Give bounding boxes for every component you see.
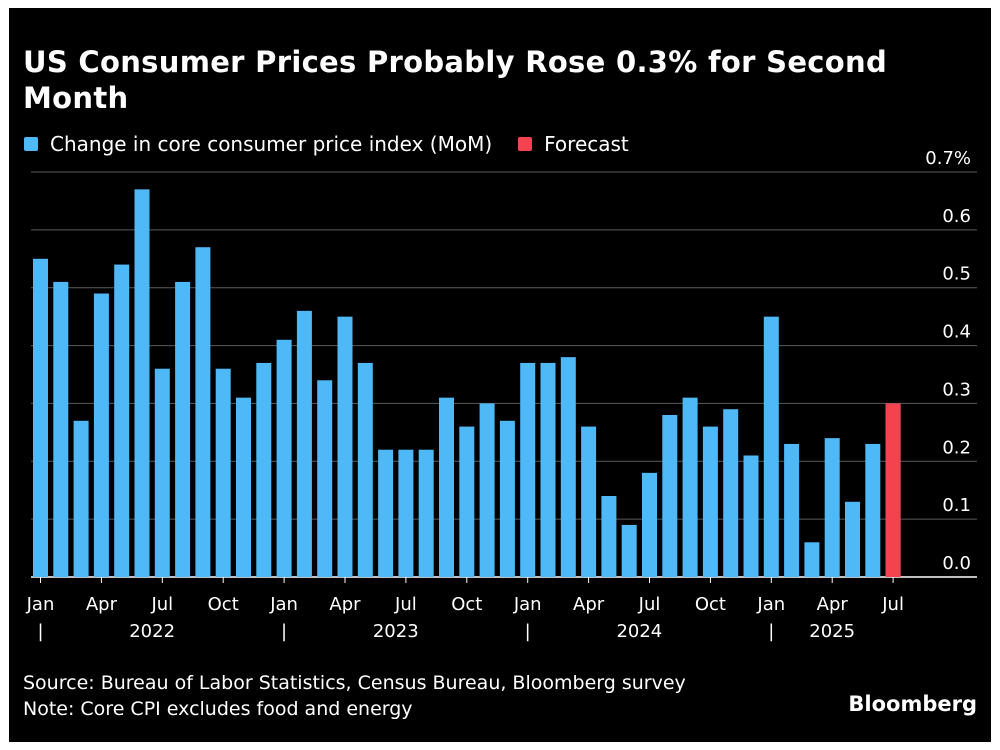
y-tick-label: 0.5 [942, 264, 971, 285]
bar-core-cpi [175, 281, 191, 577]
x-tick-label: Jul [638, 594, 661, 615]
bar-core-cpi [824, 438, 840, 577]
year-separator: | [281, 621, 287, 642]
bar-core-cpi [114, 264, 130, 577]
x-tick-label: Oct [451, 594, 482, 615]
bar-core-cpi [723, 409, 739, 577]
year-label: 2024 [616, 621, 662, 642]
bar-core-cpi [418, 449, 434, 577]
year-separator: | [768, 621, 774, 642]
bar-core-cpi [378, 449, 394, 577]
y-tick-label: 0.4 [942, 322, 971, 343]
footnote: Note: Core CPI excludes food and energy [23, 698, 413, 720]
y-tick-label: 0.3 [942, 379, 971, 400]
bar-core-cpi [215, 368, 231, 577]
bar-core-cpi [73, 420, 89, 577]
bar-core-cpi [276, 339, 292, 577]
x-tick-label: Apr [573, 594, 605, 615]
y-tick-label: 0.6 [942, 206, 971, 227]
bar-core-cpi [520, 362, 536, 577]
bar-core-cpi [256, 362, 272, 577]
x-tick-label: Jan [269, 594, 298, 615]
chart-footer: Source: Bureau of Labor Statistics, Cens… [23, 670, 686, 722]
bar-core-cpi [865, 443, 881, 577]
bloomberg-logo: Bloomberg [848, 692, 977, 716]
legend: Change in core consumer price index (MoM… [24, 132, 655, 156]
bar-core-cpi [581, 426, 597, 577]
bar-core-cpi [398, 449, 414, 577]
chart-title: US Consumer Prices Probably Rose 0.3% fo… [23, 45, 888, 115]
bar-core-cpi [33, 258, 48, 577]
bar-core-cpi [53, 281, 69, 577]
x-tick-label: Oct [695, 594, 726, 615]
x-tick-label: Apr [329, 594, 361, 615]
legend-item-core-cpi: Change in core consumer price index (MoM… [24, 132, 492, 156]
year-label: 2025 [809, 621, 855, 642]
bar-core-cpi [439, 397, 454, 577]
year-label: 2023 [373, 621, 419, 642]
bar-core-cpi [804, 542, 820, 577]
y-tick-label: 0.7% [925, 148, 971, 169]
bar-core-cpi [601, 496, 617, 577]
bar-core-cpi [540, 362, 556, 577]
bar-core-cpi [702, 426, 718, 577]
x-tick-label: Jan [26, 594, 55, 615]
x-tick-label: Jan [756, 594, 785, 615]
legend-swatch-forecast [518, 137, 533, 151]
bar-forecast [885, 403, 901, 577]
bar-core-cpi [236, 397, 251, 577]
x-tick-label: Apr [817, 594, 849, 615]
bar-core-cpi [743, 455, 759, 577]
bar-core-cpi [763, 316, 779, 577]
bar-core-cpi [134, 189, 150, 577]
bar-core-cpi [296, 310, 312, 577]
bar-core-cpi [621, 524, 637, 577]
legend-item-forecast: Forecast [518, 132, 629, 156]
x-tick-label: Jul [881, 594, 904, 615]
legend-label-core-cpi: Change in core consumer price index (MoM… [50, 132, 493, 156]
bar-core-cpi [357, 362, 373, 577]
year-label: 2022 [129, 621, 175, 642]
legend-swatch-core-cpi [24, 137, 38, 151]
bar-core-cpi [154, 368, 170, 577]
x-tick-label: Oct [208, 594, 239, 615]
y-tick-label: 0.0 [942, 553, 971, 574]
year-separator: | [37, 621, 43, 642]
bar-core-cpi [499, 420, 515, 577]
bar-core-cpi [459, 426, 475, 577]
bar-core-cpi [93, 293, 109, 577]
bar-core-cpi [784, 443, 800, 577]
x-tick-label: Jan [513, 594, 542, 615]
x-tick-label: Jul [150, 594, 173, 615]
bar-core-cpi [682, 397, 698, 577]
y-tick-label: 0.1 [942, 495, 971, 516]
bar-chart: 0.0 0.1 0.2 0.3 0.4 0.5 0.6 0.7% Jan Apr Jul Oct Jan… [26, 148, 977, 642]
bar-core-cpi [317, 380, 333, 577]
bar-core-cpi [337, 316, 353, 577]
source-note: Source: Bureau of Labor Statistics, Cens… [23, 672, 686, 694]
x-tick-label: Jul [394, 594, 417, 615]
bar-core-cpi [195, 247, 211, 577]
bar-core-cpi [642, 472, 657, 577]
bar-core-cpi [479, 403, 495, 577]
x-tick-label: Apr [86, 594, 118, 615]
year-separator: | [525, 621, 531, 642]
chart-frame: US Consumer Prices Probably Rose 0.3% fo… [9, 8, 991, 742]
bar-core-cpi [560, 357, 576, 577]
bar-core-cpi [845, 501, 860, 577]
y-tick-label: 0.2 [942, 437, 971, 458]
bar-core-cpi [662, 415, 678, 577]
legend-label-forecast: Forecast [544, 132, 629, 156]
